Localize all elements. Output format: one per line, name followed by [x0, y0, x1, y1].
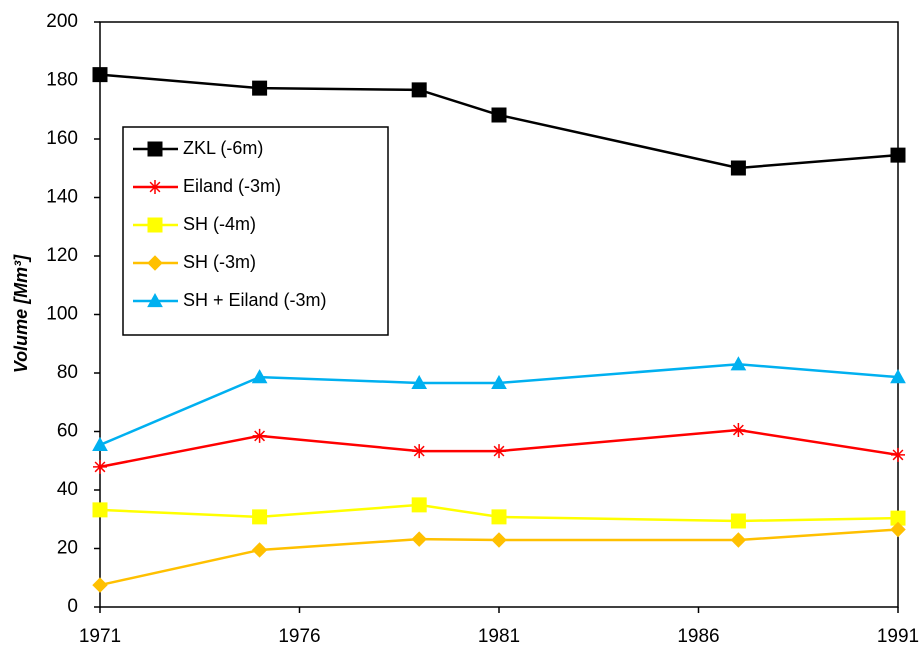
marker	[890, 510, 906, 526]
marker	[731, 423, 746, 438]
marker	[411, 82, 427, 98]
x-tick-label: 1991	[877, 626, 919, 647]
series-line	[99, 73, 899, 170]
x-tick-label: 1976	[278, 626, 320, 647]
y-tick-label: 60	[57, 421, 78, 442]
marker	[411, 497, 427, 513]
marker	[147, 255, 163, 271]
y-tick-label: 180	[46, 70, 78, 91]
y-tick-label: 120	[46, 245, 78, 266]
y-axis-label: Volume [Mm³]	[11, 254, 31, 373]
y-tick-label: 40	[57, 479, 78, 500]
series-line	[99, 503, 899, 523]
y-tick-label: 200	[46, 11, 78, 32]
marker	[252, 428, 267, 443]
marker	[148, 180, 162, 194]
marker	[147, 217, 163, 233]
marker	[730, 356, 747, 371]
marker	[491, 509, 507, 525]
marker	[93, 459, 107, 474]
marker	[492, 444, 506, 459]
marker	[251, 542, 268, 558]
y-tick-label: 0	[67, 596, 78, 617]
legend-label: SH (-3m)	[183, 252, 256, 272]
marker	[147, 141, 163, 157]
marker	[491, 374, 507, 390]
x-tick-label: 1986	[677, 626, 719, 647]
legend-label: Eiland (-3m)	[183, 176, 281, 196]
marker	[92, 577, 108, 593]
marker	[891, 447, 905, 462]
x-tick-label: 1971	[79, 626, 121, 647]
legend-label: ZKL (-6m)	[183, 138, 263, 158]
series-line	[99, 362, 899, 447]
marker	[890, 369, 906, 384]
marker	[730, 160, 746, 176]
marker	[412, 444, 427, 459]
y-tick-label: 140	[46, 187, 78, 208]
marker	[890, 521, 906, 538]
marker	[251, 369, 268, 384]
marker	[491, 107, 507, 123]
marker	[730, 532, 747, 548]
marker	[147, 292, 163, 308]
marker	[252, 509, 268, 525]
legend: ZKL (-6m) Eiland (-3m) SH (-4m) SH (-3m) SH …	[122, 126, 389, 336]
marker	[92, 67, 108, 83]
y-tick-label: 160	[46, 128, 78, 149]
marker	[252, 80, 268, 96]
legend-label: SH + Eiland (-3m)	[183, 290, 327, 310]
legend-label: SH (-4m)	[183, 214, 256, 234]
marker	[411, 531, 427, 547]
series-line	[99, 528, 899, 587]
y-tick-label: 80	[57, 362, 78, 383]
marker	[92, 502, 108, 518]
marker	[92, 436, 108, 452]
marker	[890, 147, 906, 163]
y-tick-label: 100	[46, 304, 78, 325]
x-tick-label: 1981	[478, 626, 520, 647]
y-tick-label: 20	[57, 538, 78, 559]
series-line	[99, 428, 899, 469]
marker	[730, 513, 746, 529]
marker	[411, 374, 428, 390]
marker	[491, 532, 507, 548]
